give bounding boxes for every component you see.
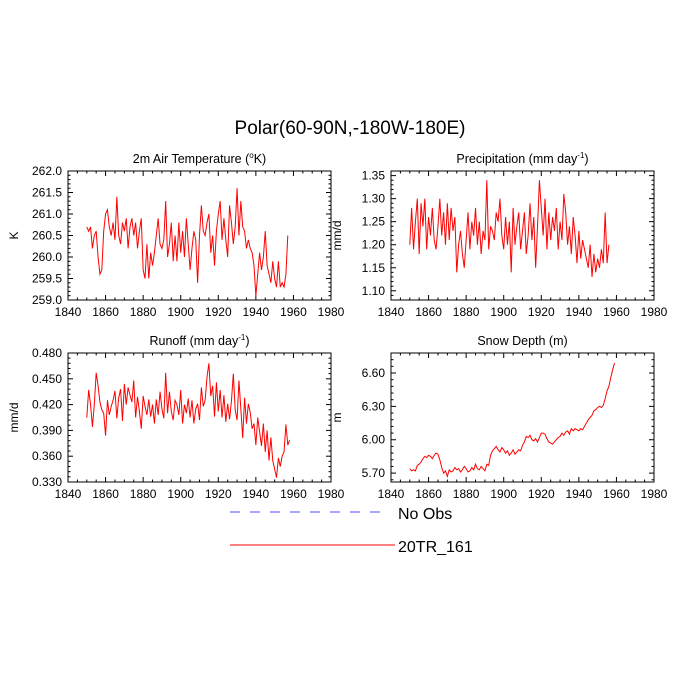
x-tick-label: 1900	[167, 305, 194, 319]
y-axis-label: K	[7, 231, 21, 239]
y-tick-label: 260.5	[32, 229, 62, 243]
x-tick-label: 1880	[130, 305, 157, 319]
x-tick-label: 1900	[490, 487, 517, 501]
y-tick-label: 1.30	[362, 192, 386, 206]
y-tick-label: 259.0	[32, 293, 62, 307]
y-tick-label: 0.420	[32, 398, 62, 412]
panel-title-text: Snow Depth (m)	[477, 334, 567, 348]
panel-2: Precipitation (mm day-1) 1840 1860 1880 1900…	[330, 151, 668, 319]
y-tick-label: 6.30	[362, 399, 386, 413]
plot-frame	[390, 352, 655, 483]
y-tick-label: 0.360	[32, 449, 62, 463]
panel-title: Precipitation (mm day-1)	[456, 151, 588, 166]
x-tick-label: 1920	[205, 487, 232, 501]
panel-1: 2m Air Temperature (oK) 1840 1860 1880 1900 1…	[7, 151, 345, 319]
x-tick-label: 1840	[378, 305, 405, 319]
series-line-20tr-161	[409, 362, 616, 479]
y-tick-label: 259.5	[32, 272, 62, 286]
series-line-20tr-161	[86, 363, 291, 478]
panel-title: 2m Air Temperature (oK)	[133, 151, 266, 166]
series-line-20tr-161	[86, 188, 289, 296]
panel-title-text-end: )	[245, 334, 249, 348]
y-tick-label: 0.450	[32, 372, 62, 386]
y-tick-label: 1.20	[362, 238, 386, 252]
x-tick-label: 1900	[167, 487, 194, 501]
y-tick-label: 260.0	[32, 250, 62, 264]
panel-title-superscript: -1	[577, 151, 585, 160]
x-tick-label: 1960	[603, 305, 630, 319]
x-tick-label: 1980	[641, 487, 668, 501]
legend-label-no-obs: No Obs	[398, 506, 452, 523]
panel-title-superscript: o	[249, 151, 254, 160]
y-tick-label: 1.25	[362, 215, 386, 229]
panel-title-text: Precipitation (mm day	[456, 152, 578, 166]
x-tick-label: 1920	[528, 487, 555, 501]
x-tick-label: 1840	[378, 487, 405, 501]
x-tick-label: 1860	[415, 487, 442, 501]
x-tick-label: 1920	[205, 305, 232, 319]
y-tick-label: 1.35	[362, 169, 386, 183]
x-tick-label: 1920	[528, 305, 555, 319]
panel-title: Snow Depth (m)	[477, 334, 567, 348]
y-axis-label: mm/d	[330, 221, 344, 251]
x-tick-label: 1960	[280, 305, 307, 319]
panel-4: Snow Depth (m) 1840 1860 1880 1900 1920 1940 19…	[330, 334, 668, 501]
legend-label-20tr-161: 20TR_161	[398, 539, 473, 556]
y-tick-label: 0.330	[32, 475, 62, 489]
x-tick-label: 1980	[318, 487, 345, 501]
y-tick-label: 0.390	[32, 423, 62, 437]
x-tick-label: 1840	[55, 305, 82, 319]
y-tick-label: 6.60	[362, 366, 386, 380]
y-tick-label: 6.00	[362, 433, 386, 447]
panel-title-superscript: -1	[238, 333, 246, 342]
y-tick-label: 1.10	[362, 284, 386, 298]
panel-title-text: Runoff (mm day	[150, 334, 239, 348]
series-line-20tr-161	[409, 180, 610, 278]
x-tick-label: 1980	[318, 305, 345, 319]
y-tick-label: 262.0	[32, 164, 62, 178]
y-axis-label: m	[330, 413, 344, 423]
panel-title: Runoff (mm day-1)	[150, 333, 250, 348]
x-tick-label: 1940	[243, 305, 270, 319]
x-tick-label: 1980	[641, 305, 668, 319]
x-tick-label: 1940	[566, 305, 593, 319]
y-axis-label: mm/d	[7, 403, 21, 433]
x-tick-label: 1940	[566, 487, 593, 501]
panel-3: Runoff (mm day-1) 1840 1860 1880 1900 1920 194…	[7, 333, 345, 501]
y-tick-label: 1.15	[362, 261, 386, 275]
panel-title-text: 2m Air Temperature (	[133, 152, 250, 166]
panel-title-text-end: K)	[254, 152, 267, 166]
y-tick-label: 261.5	[32, 186, 62, 200]
x-tick-label: 1880	[130, 487, 157, 501]
y-tick-label: 5.70	[362, 466, 386, 480]
x-tick-label: 1900	[490, 305, 517, 319]
x-tick-label: 1860	[92, 487, 119, 501]
x-tick-label: 1960	[280, 487, 307, 501]
x-tick-label: 1860	[415, 305, 442, 319]
x-tick-label: 1860	[92, 305, 119, 319]
main-title: Polar(60-90N,-180W-180E)	[235, 118, 466, 139]
x-tick-label: 1940	[243, 487, 270, 501]
x-tick-label: 1880	[453, 305, 480, 319]
y-tick-label: 0.480	[32, 346, 62, 360]
x-tick-label: 1840	[55, 487, 82, 501]
y-tick-label: 261.0	[32, 207, 62, 221]
legend: No Obs 20TR_161	[230, 506, 473, 556]
x-tick-label: 1960	[603, 487, 630, 501]
x-tick-label: 1880	[453, 487, 480, 501]
panel-title-text-end: )	[584, 152, 588, 166]
